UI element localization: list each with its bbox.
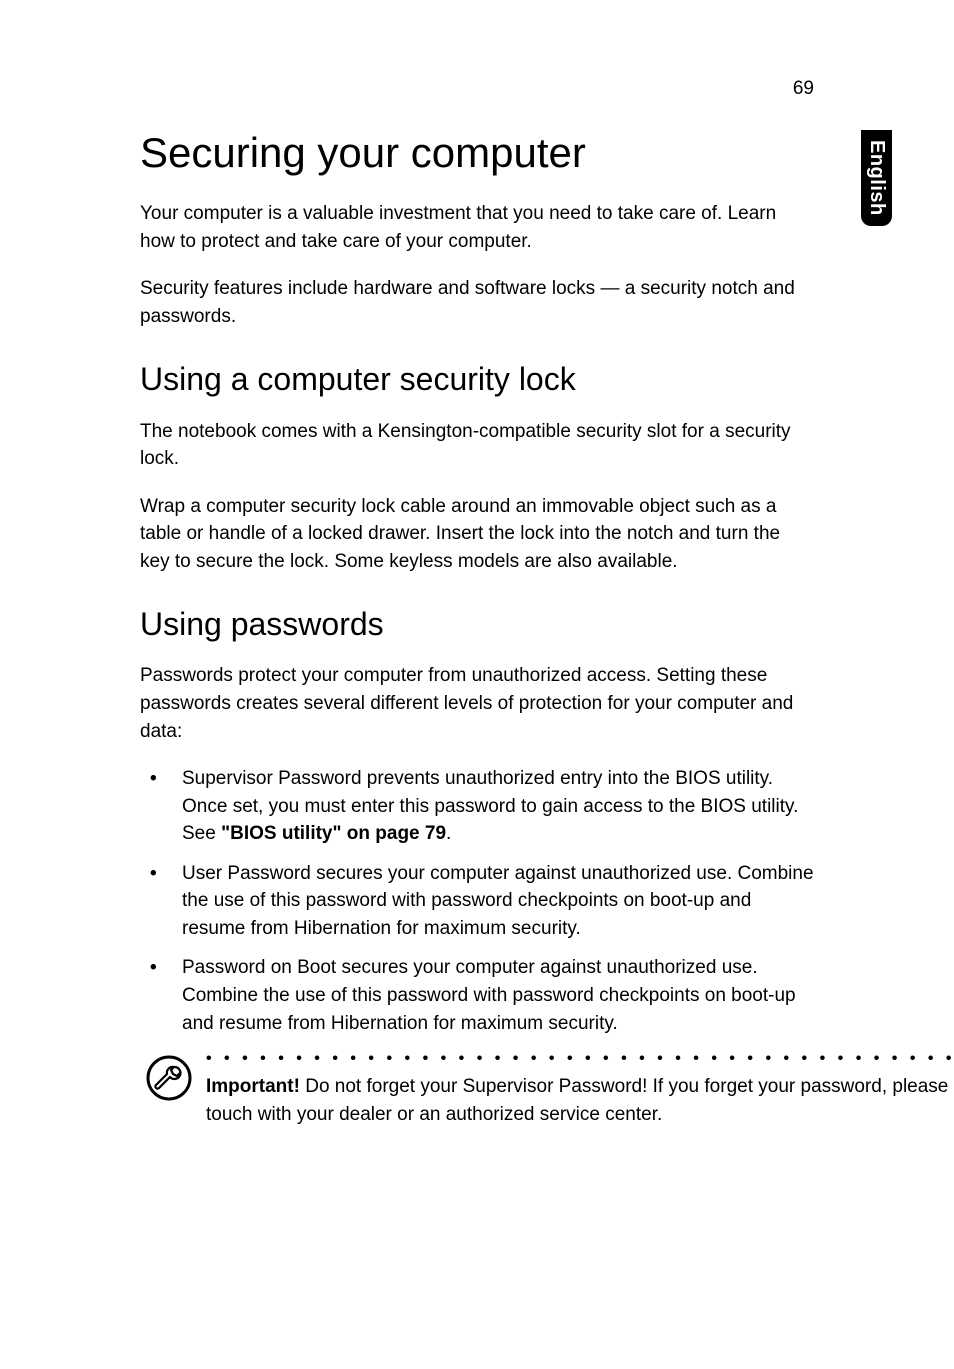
bios-link-text: "BIOS utility" on page 79 [221, 823, 446, 844]
section-heading-security-lock: Using a computer security lock [140, 362, 814, 397]
intro-paragraph-1: Your computer is a valuable investment t… [140, 200, 814, 255]
page-container: 69 English Securing your computer Your c… [0, 0, 954, 1188]
page-number: 69 [793, 78, 814, 100]
bullet-text-post: . [446, 823, 451, 844]
section-heading-passwords: Using passwords [140, 607, 814, 642]
dash-separator: • • • • • • • • • • • • • • • • • • • • … [206, 1051, 954, 1067]
language-tab: English [861, 130, 892, 226]
page-title: Securing your computer [140, 130, 814, 176]
list-item: User Password secures your computer agai… [140, 860, 814, 943]
important-label: Important! [206, 1076, 300, 1097]
passwords-intro: Passwords protect your computer from una… [140, 662, 814, 745]
list-item: Supervisor Password prevents unauthorize… [140, 765, 814, 848]
important-note: • • • • • • • • • • • • • • • • • • • • … [140, 1051, 814, 1128]
important-text: Important! Do not forget your Supervisor… [206, 1073, 954, 1128]
important-body: Do not forget your Supervisor Password! … [206, 1076, 954, 1125]
intro-paragraph-2: Security features include hardware and s… [140, 275, 814, 330]
password-bullet-list: Supervisor Password prevents unauthorize… [140, 765, 814, 1037]
security-lock-p1: The notebook comes with a Kensington-com… [140, 418, 814, 473]
list-item: Password on Boot secures your computer a… [140, 954, 814, 1037]
important-content: • • • • • • • • • • • • • • • • • • • • … [206, 1051, 954, 1128]
wrench-icon [146, 1055, 192, 1106]
security-lock-p2: Wrap a computer security lock cable arou… [140, 493, 814, 576]
